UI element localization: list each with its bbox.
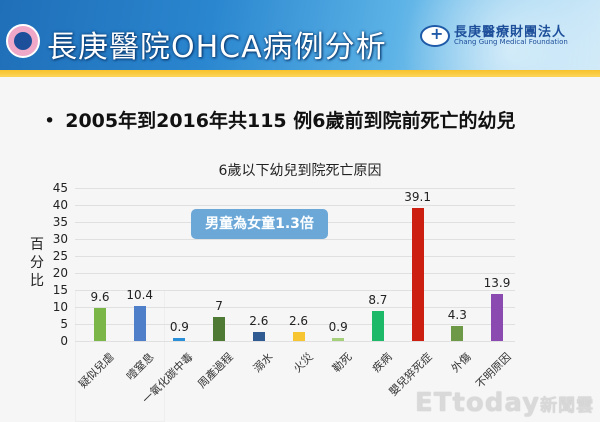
bar [173,337,186,341]
bar [94,308,106,341]
data-value-label: 39.1 [404,190,431,205]
y-tick-label: 40 [52,198,68,212]
data-value-label: 8.7 [368,293,388,308]
bar [332,337,345,341]
gridline [75,239,515,240]
hospital-logo-icon [6,24,40,58]
gridline [75,341,515,342]
y-tick-label: 25 [52,249,68,263]
data-value-label: 0.9 [169,319,189,334]
data-value-label: 0.9 [328,319,348,334]
bar [292,332,305,341]
y-tick-label: 0 [60,334,68,348]
data-value-label: 2.6 [249,314,269,329]
gridline [75,256,515,257]
header-accent-band [0,70,600,77]
y-tick-label: 10 [52,300,68,314]
bar [371,311,384,341]
bar [252,332,265,341]
y-tick-label: 20 [52,266,68,280]
bar [133,305,146,341]
gender-ratio-callout: 男童為女童1.3倍 [191,209,328,239]
bullet-marker: • [44,110,56,132]
y-tick-label: 15 [52,283,68,297]
slide-header: 長庚醫院OHCA病例分析 長庚醫療財團法人 Chang Gung Medical… [0,0,600,70]
bullet-text: 2005年到2016年共115 例6歲前到院前死亡的幼兒 [65,110,516,132]
x-category-label: 不明原因 [473,350,514,391]
x-category-label: 火災 [290,350,316,376]
bar [213,317,226,341]
cross-emblem-icon [420,24,450,47]
gridline [75,290,515,291]
header-glow [380,0,600,70]
watermark-suffix: 新聞雲 [540,396,595,416]
x-category-label: 外傷 [449,350,474,376]
x-category-label: 溺水 [250,350,276,376]
data-value-label: 7 [215,299,223,314]
bar [491,293,503,341]
org-name-cn: 長庚醫療財團法人 [454,25,567,40]
org-name-en: Chang Gung Medical Foundation [454,38,568,46]
data-value-label: 9.6 [90,290,110,305]
y-axis-label: 百分比 [30,237,44,289]
y-tick-label: 35 [52,215,68,229]
bar [451,326,464,341]
y-tick-label: 5 [60,317,68,331]
x-category-label: 周產過程 [195,350,236,391]
slide-title: 長庚醫院OHCA病例分析 [47,30,387,65]
data-value-label: 2.6 [288,314,309,329]
x-category-label: 勒死 [330,350,355,376]
ettoday-watermark: ETtoday新聞雲 [415,388,594,418]
x-category-label: 疾病 [369,350,395,376]
gridline [75,273,515,274]
bar [411,208,424,341]
chang-gung-logo: 長庚醫療財團法人 Chang Gung Medical Foundation [420,24,568,47]
gridline [75,307,515,308]
gridline [75,188,515,189]
data-value-label: 4.3 [447,308,467,323]
y-tick-label: 30 [52,232,68,246]
data-value-label: 10.4 [126,287,154,302]
watermark-brand: ETtoday [415,388,541,418]
gridline [75,324,515,325]
gridline [75,205,515,206]
chart-title: 6歲以下幼兒到院死亡原因 [218,163,382,179]
bullet-point: • 2005年到2016年共115 例6歲前到院前死亡的幼兒 [44,106,515,133]
data-value-label: 13.9 [483,275,511,290]
y-tick-label: 45 [52,181,68,195]
